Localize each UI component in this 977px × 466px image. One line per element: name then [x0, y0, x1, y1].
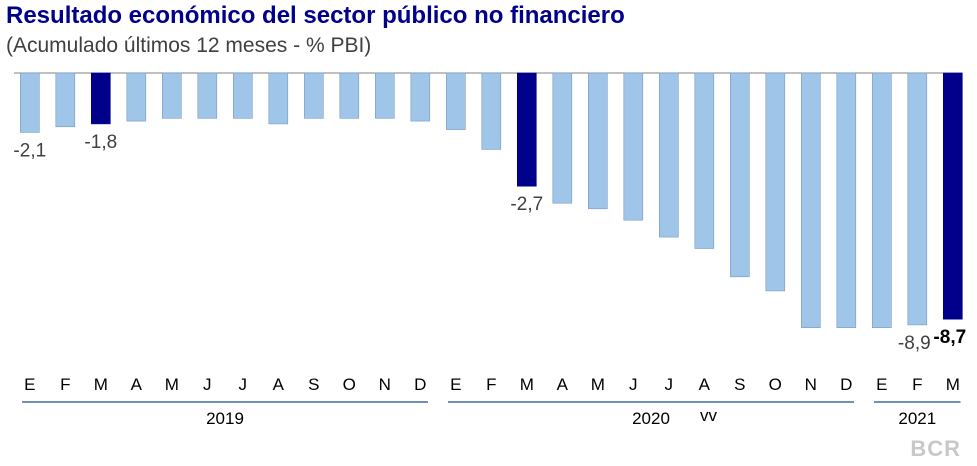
- x-tick-label-4: M: [165, 375, 179, 394]
- x-tick-label-20: S: [734, 375, 745, 394]
- x-tick-label-5: J: [203, 375, 212, 394]
- data-label-0: -2,1: [13, 140, 46, 161]
- x-tick-label-16: M: [591, 375, 605, 394]
- x-tick-label-12: E: [450, 375, 461, 394]
- bar-21: [765, 72, 786, 292]
- bar-5: [197, 72, 218, 119]
- x-tick-label-24: E: [876, 375, 887, 394]
- data-label-26: -8,7: [933, 327, 966, 348]
- x-tick-label-9: O: [343, 375, 356, 394]
- bar-23: [836, 72, 857, 328]
- data-label-2: -1,8: [84, 132, 117, 153]
- bar-0: [19, 72, 40, 133]
- x-tick-label-7: A: [273, 375, 285, 394]
- bar-15: [552, 72, 573, 204]
- bar-24: [871, 72, 892, 328]
- chart-subtitle: (Acumulado últimos 12 meses - % PBI): [6, 34, 372, 57]
- bar-8: [303, 72, 324, 119]
- x-tick-label-11: D: [414, 375, 426, 394]
- bar-7: [268, 72, 289, 125]
- bar-20: [729, 72, 750, 278]
- bar-9: [339, 72, 360, 119]
- year-label-2019: 2019: [206, 409, 244, 428]
- bar-16: [587, 72, 608, 210]
- bar-6: [233, 72, 253, 119]
- bar-19: [694, 72, 715, 249]
- x-tick-label-19: A: [699, 375, 711, 394]
- year-label-2020: 2020: [632, 409, 670, 428]
- x-tick-label-2: M: [94, 375, 108, 394]
- x-tick-label-14: M: [520, 375, 534, 394]
- bar-4: [162, 72, 182, 119]
- x-tick-label-26: M: [946, 375, 960, 394]
- x-tick-label-8: S: [308, 375, 319, 394]
- bar-26: [942, 72, 963, 320]
- bar-2: [91, 72, 111, 125]
- brand-logo: BCR: [910, 436, 961, 461]
- bar-11: [410, 72, 431, 122]
- bar-18: [658, 72, 679, 238]
- x-tick-label-21: O: [769, 375, 782, 394]
- bar-3: [126, 72, 147, 122]
- bar-14: [516, 72, 537, 187]
- bar-1: [55, 72, 76, 128]
- x-tick-label-23: D: [840, 375, 852, 394]
- x-tick-label-18: J: [665, 375, 674, 394]
- bar-12: [445, 72, 466, 130]
- x-tick-label-15: A: [557, 375, 569, 394]
- x-tick-label-6: J: [239, 375, 248, 394]
- note-text: vv: [700, 406, 717, 425]
- bar-17: [623, 72, 644, 221]
- bar-22: [800, 72, 821, 328]
- x-tick-label-17: J: [629, 375, 638, 394]
- x-tick-label-25: F: [912, 375, 922, 394]
- x-tick-label-10: N: [379, 375, 391, 394]
- x-tick-label-0: E: [24, 375, 35, 394]
- x-tick-label-3: A: [131, 375, 143, 394]
- bar-25: [907, 72, 928, 326]
- year-label-2021: 2021: [898, 409, 936, 428]
- x-tick-label-13: F: [486, 375, 496, 394]
- data-label-14: -2,7: [510, 194, 543, 215]
- data-label-25: -8,9: [898, 333, 931, 354]
- bar-13: [481, 72, 502, 150]
- x-tick-label-22: N: [805, 375, 817, 394]
- x-tick-label-1: F: [60, 375, 70, 394]
- chart-title: Resultado económico del sector público n…: [6, 2, 625, 29]
- bar-10: [374, 72, 395, 119]
